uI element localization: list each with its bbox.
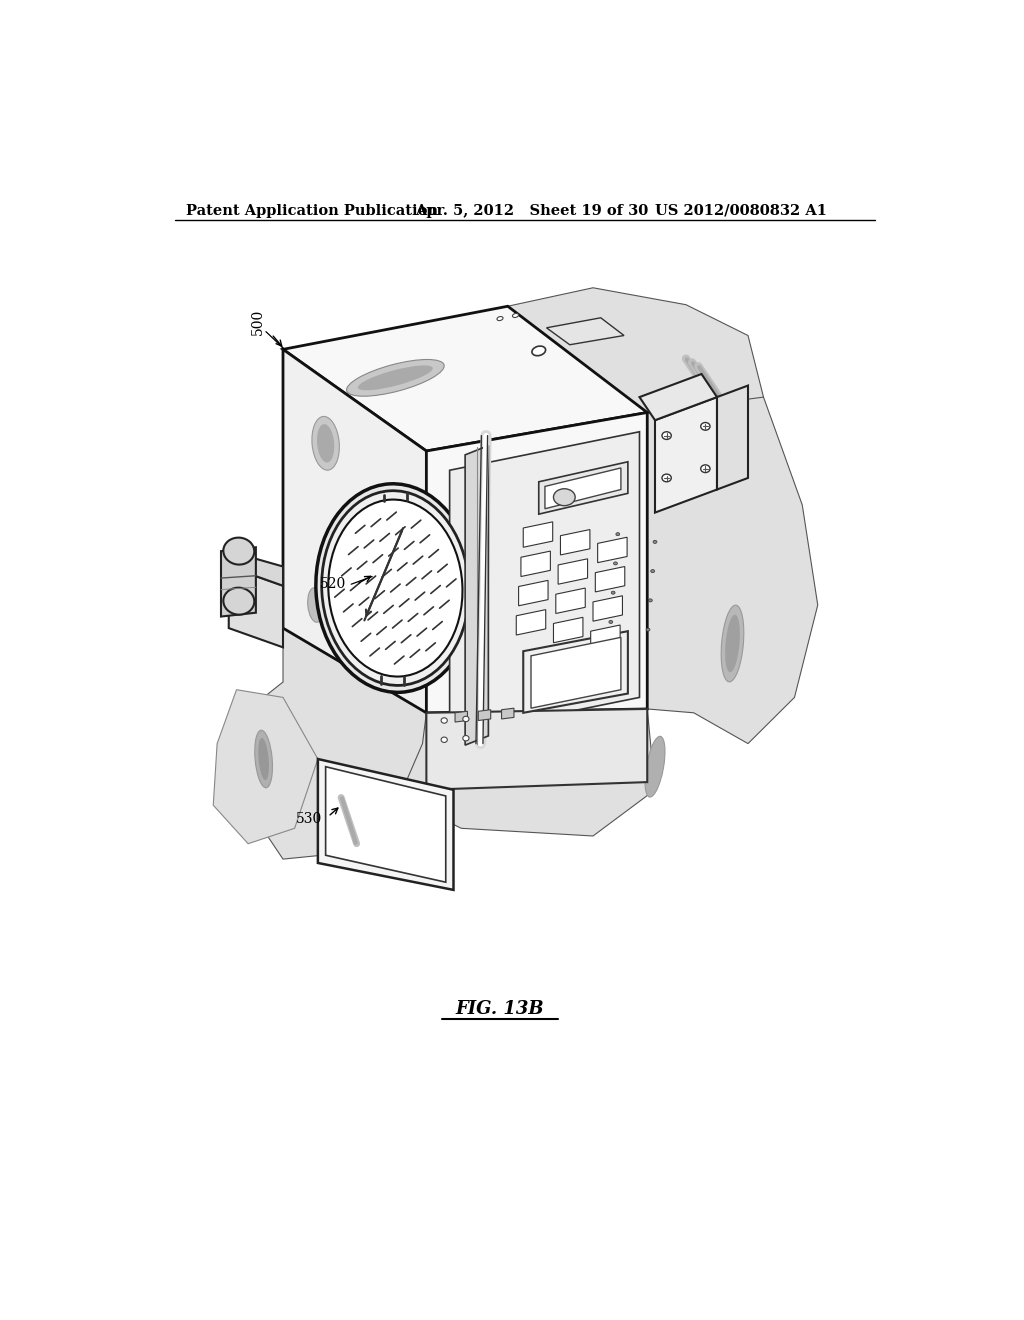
Polygon shape (595, 566, 625, 591)
Polygon shape (556, 589, 586, 614)
Polygon shape (521, 552, 550, 577)
Text: 500: 500 (251, 309, 264, 335)
Polygon shape (237, 628, 426, 859)
Ellipse shape (322, 491, 469, 685)
Ellipse shape (653, 540, 657, 544)
Polygon shape (539, 462, 628, 515)
Polygon shape (228, 566, 283, 647)
Polygon shape (465, 446, 488, 744)
Polygon shape (523, 521, 553, 548)
Polygon shape (640, 374, 717, 420)
Polygon shape (655, 397, 717, 512)
Ellipse shape (315, 484, 475, 692)
Ellipse shape (255, 730, 272, 788)
Polygon shape (478, 710, 490, 721)
Polygon shape (591, 626, 621, 651)
Ellipse shape (650, 570, 654, 573)
Polygon shape (283, 350, 426, 713)
Ellipse shape (441, 737, 447, 742)
Polygon shape (598, 537, 627, 562)
Polygon shape (717, 385, 748, 490)
Ellipse shape (346, 359, 444, 396)
Text: Apr. 5, 2012   Sheet 19 of 30: Apr. 5, 2012 Sheet 19 of 30 (415, 203, 648, 218)
Polygon shape (508, 288, 764, 436)
Polygon shape (547, 318, 624, 345)
Text: US 2012/0080832 A1: US 2012/0080832 A1 (655, 203, 827, 218)
Text: 520: 520 (321, 577, 346, 591)
Ellipse shape (721, 605, 743, 682)
Polygon shape (545, 469, 621, 508)
Polygon shape (221, 548, 256, 616)
Ellipse shape (312, 416, 339, 470)
Ellipse shape (700, 465, 710, 473)
Ellipse shape (646, 628, 650, 631)
Polygon shape (518, 581, 548, 606)
Ellipse shape (307, 587, 324, 622)
Polygon shape (426, 412, 647, 713)
Polygon shape (450, 432, 640, 737)
Ellipse shape (223, 537, 254, 565)
Polygon shape (228, 552, 283, 586)
Polygon shape (455, 711, 467, 722)
Polygon shape (554, 618, 583, 643)
Ellipse shape (531, 346, 546, 355)
Ellipse shape (223, 587, 254, 615)
Ellipse shape (611, 591, 615, 594)
Polygon shape (217, 267, 283, 389)
Polygon shape (502, 708, 514, 719)
Ellipse shape (613, 562, 617, 565)
Ellipse shape (725, 615, 740, 672)
Polygon shape (560, 529, 590, 554)
Polygon shape (558, 558, 588, 585)
Text: Patent Application Publication: Patent Application Publication (186, 203, 438, 218)
Ellipse shape (645, 737, 665, 797)
Ellipse shape (329, 499, 463, 677)
Polygon shape (531, 638, 621, 708)
Ellipse shape (648, 599, 652, 602)
Polygon shape (593, 595, 623, 622)
Ellipse shape (497, 317, 503, 321)
Ellipse shape (609, 620, 612, 623)
Polygon shape (326, 767, 445, 882)
Ellipse shape (463, 717, 469, 722)
Text: 530: 530 (296, 812, 322, 826)
Polygon shape (426, 709, 647, 789)
Ellipse shape (441, 718, 447, 723)
Polygon shape (399, 709, 655, 836)
Ellipse shape (463, 735, 469, 741)
Polygon shape (283, 306, 647, 451)
Polygon shape (213, 689, 317, 843)
Ellipse shape (700, 422, 710, 430)
Ellipse shape (512, 313, 518, 318)
Ellipse shape (662, 432, 672, 440)
Ellipse shape (358, 366, 433, 391)
Ellipse shape (615, 533, 620, 536)
Polygon shape (647, 397, 818, 743)
Polygon shape (516, 610, 546, 635)
Ellipse shape (662, 474, 672, 482)
Text: FIG. 13B: FIG. 13B (456, 1001, 545, 1018)
Ellipse shape (554, 488, 575, 506)
Polygon shape (523, 631, 628, 713)
Ellipse shape (258, 738, 269, 780)
Ellipse shape (317, 424, 334, 462)
Polygon shape (317, 759, 454, 890)
